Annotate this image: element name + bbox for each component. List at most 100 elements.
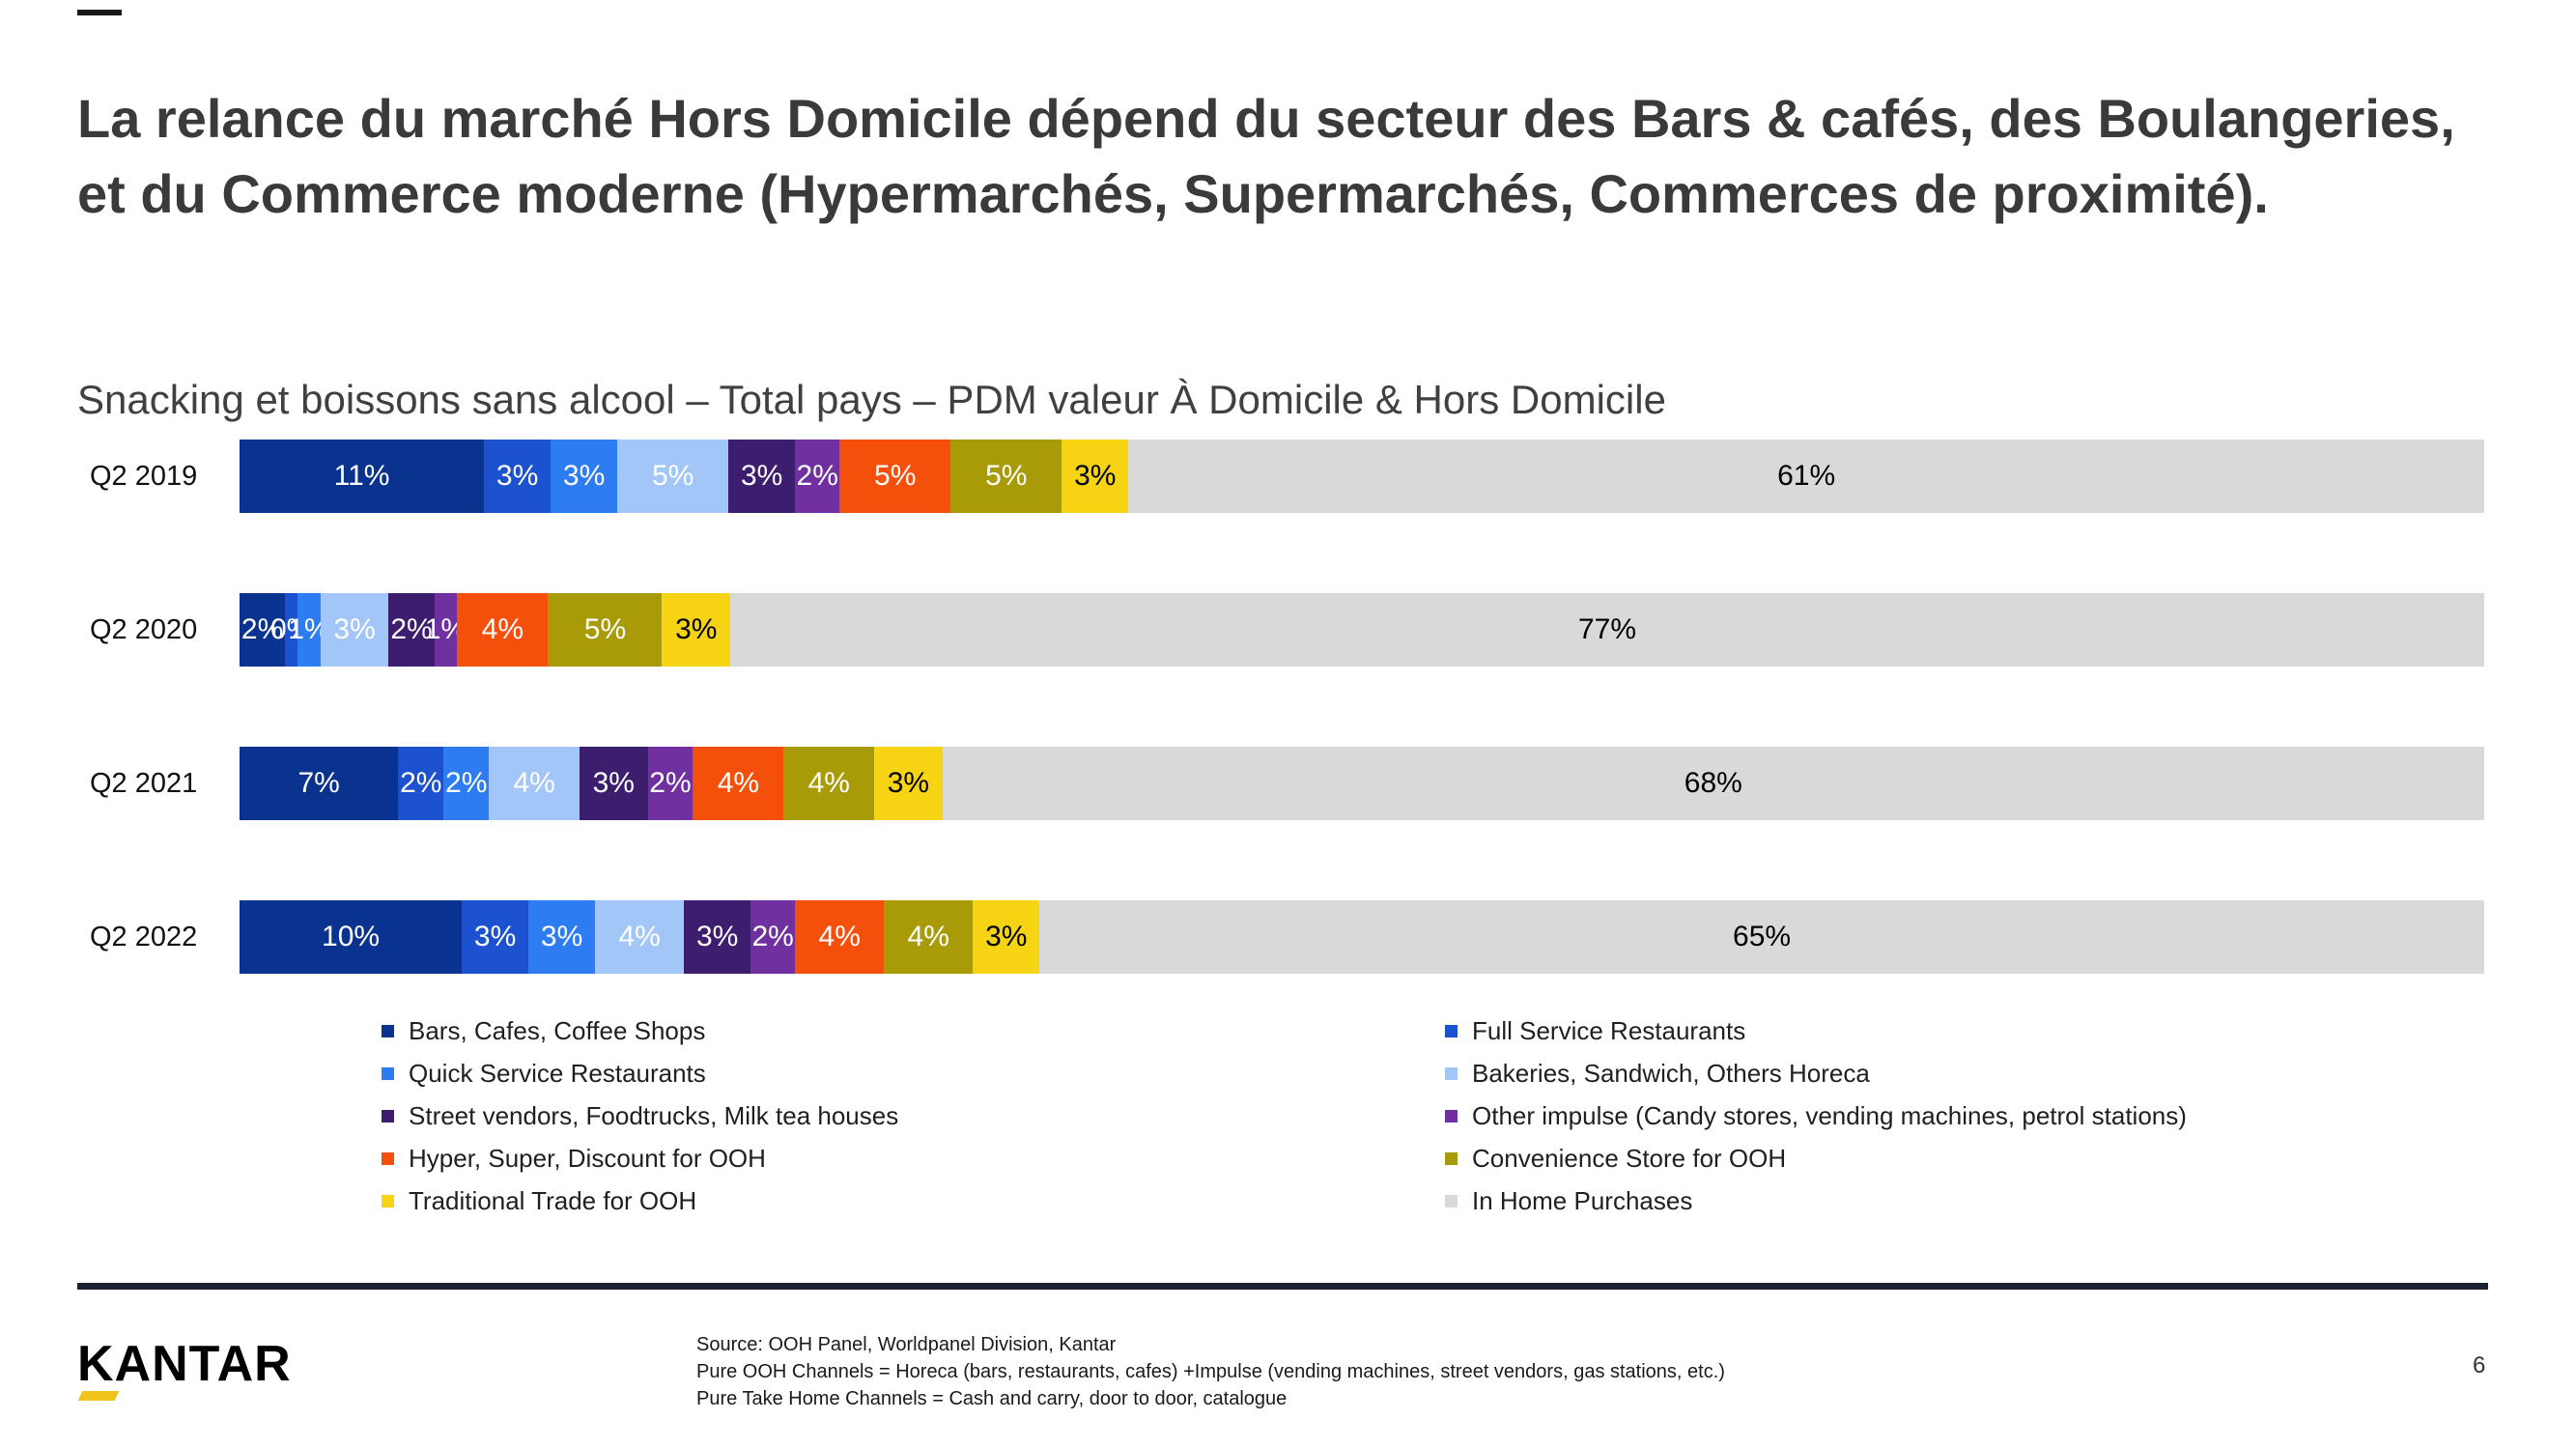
legend-bullet <box>382 1025 394 1037</box>
stacked-bar: 10% 3% 3% 4% 3% 2% 4% 4% 3% 65% <box>240 900 2484 974</box>
legend-item: Convenience Store for OOH <box>1445 1144 2187 1174</box>
legend-label: In Home Purchases <box>1472 1186 1693 1215</box>
bar-segment: 3% <box>1062 440 1129 513</box>
bar-segment-label: 3% <box>562 460 606 492</box>
bar-segment: 2% <box>443 747 490 820</box>
stacked-bar: 11% 3% 3% 5% 3% 2% 5% 5% 3% 61% <box>240 440 2484 513</box>
bar-segment: 5% <box>617 440 729 513</box>
bar-segment: 2% <box>795 440 840 513</box>
chart-row: Q2 2019 11% 3% 3% 5% 3% 2% 5% 5% 3% 61% <box>77 440 2484 513</box>
legend-item: Bakeries, Sandwich, Others Horeca <box>1445 1059 2187 1089</box>
bar-segment-label: 68% <box>1684 767 1742 799</box>
bar-segment: 5% <box>950 440 1062 513</box>
bar-segment: 1% <box>288 593 330 667</box>
bar-segment-label: 11% <box>333 460 390 492</box>
kantar-logo-accent <box>77 1391 120 1401</box>
bar-segment-label: 2% <box>796 460 838 492</box>
legend-item: Quick Service Restaurants <box>382 1059 1445 1089</box>
bar-segment: 65% <box>1039 900 2484 974</box>
bar-segment-label: 10% <box>322 921 381 952</box>
chart-legend: Bars, Cafes, Coffee Shops Full Service Re… <box>382 1016 2187 1216</box>
bar-segment: 3% <box>551 440 618 513</box>
bar-segment-label: 2% <box>751 921 794 952</box>
stacked-bar: 2% 0% 1% 3% 2% 1% 4% 5% 3% 77% <box>240 593 2484 667</box>
bar-segment-label: 5% <box>651 460 694 492</box>
bar-segment: 4% <box>795 900 885 974</box>
legend-label: Full Service Restaurants <box>1472 1016 1746 1045</box>
bar-segment: 3% <box>484 440 552 513</box>
source-line: Source: OOH Panel, Worldpanel Division, … <box>696 1334 1117 1355</box>
bar-segment: 77% <box>730 593 2484 667</box>
source-line: Pure OOH Channels = Horeca (bars, restau… <box>696 1361 1725 1382</box>
bar-segment: 3% <box>662 593 731 667</box>
bar-segment: 3% <box>684 900 751 974</box>
bar-segment: 4% <box>457 593 549 667</box>
bar-segment-label: 77% <box>1577 613 1637 645</box>
page-number: 6 <box>2473 1352 2486 1378</box>
bar-segment-label: 3% <box>473 921 517 952</box>
legend-bullet <box>1445 1195 1458 1208</box>
bar-segment: 0% <box>270 593 312 667</box>
bar-segment: 3% <box>728 440 796 513</box>
source-line: Pure Take Home Channels = Cash and carry… <box>696 1388 1288 1409</box>
bar-segment-label: 3% <box>985 921 1028 952</box>
bar-segment-label: 4% <box>717 767 760 799</box>
bar-segment-label: 2% <box>445 767 488 799</box>
chart-subtitle: Snacking et boissons sans alcool – Total… <box>77 377 1666 422</box>
kantar-logo: KANTAR <box>77 1339 292 1401</box>
bar-segment: 2% <box>398 747 444 820</box>
bar-segment-label: 4% <box>513 767 555 799</box>
legend-item: Bars, Cafes, Coffee Shops <box>382 1016 1445 1046</box>
bar-segment-label: 5% <box>874 460 917 492</box>
bar-segment-label: 3% <box>495 460 539 492</box>
legend-label: Hyper, Super, Discount for OOH <box>409 1144 766 1173</box>
legend-label: Street vendors, Foodtrucks, Milk tea hou… <box>409 1101 899 1130</box>
legend-bullet <box>382 1195 394 1208</box>
bar-segment: 4% <box>595 900 685 974</box>
bar-segment: 3% <box>462 900 529 974</box>
bar-segment-label: 3% <box>675 613 718 645</box>
legend-label: Bakeries, Sandwich, Others Horeca <box>1472 1059 1870 1088</box>
bar-segment-label: 7% <box>297 767 340 799</box>
bar-segment-label: 2% <box>400 767 442 799</box>
legend-label: Convenience Store for OOH <box>1472 1144 1787 1173</box>
legend-bullet <box>1445 1025 1458 1037</box>
source-text: Source: OOH Panel, Worldpanel Division, … <box>696 1331 1725 1412</box>
legend-item: In Home Purchases <box>1445 1186 2187 1216</box>
row-label: Q2 2021 <box>90 767 198 799</box>
legend-bullet <box>382 1110 394 1122</box>
bar-segment-label: 4% <box>618 921 661 952</box>
legend-item: Street vendors, Foodtrucks, Milk tea hou… <box>382 1101 1445 1131</box>
bar-segment: 2% <box>388 593 435 667</box>
legend-bullet <box>1445 1067 1458 1080</box>
legend-label: Traditional Trade for OOH <box>409 1186 697 1215</box>
legend-item: Hyper, Super, Discount for OOH <box>382 1144 1445 1174</box>
bar-segment: 7% <box>240 747 399 820</box>
bar-segment: 3% <box>320 593 389 667</box>
legend-label: Bars, Cafes, Coffee Shops <box>409 1016 706 1045</box>
bar-segment: 11% <box>240 440 485 513</box>
bar-segment: 5% <box>839 440 951 513</box>
chart-row: Q2 2020 2% 0% 1% 3% 2% 1% 4% 5% 3% 77% <box>77 593 2484 667</box>
bar-segment-label: 4% <box>818 921 861 952</box>
bar-segment-label: 5% <box>583 613 627 645</box>
bar-segment-label: 3% <box>592 767 635 799</box>
bar-segment-label: 3% <box>740 460 783 492</box>
bar-segment: 4% <box>884 900 974 974</box>
footer-divider <box>77 1283 2488 1290</box>
legend-label: Other impulse (Candy stores, vending mac… <box>1472 1101 2187 1130</box>
bar-segment: 2% <box>647 747 694 820</box>
bar-segment: 5% <box>548 593 663 667</box>
bar-segment-label: 3% <box>887 767 930 799</box>
bar-segment: 61% <box>1128 440 2484 513</box>
bar-segment: 2% <box>240 593 286 667</box>
bar-segment-label: 4% <box>807 767 850 799</box>
legend-bullet <box>382 1152 394 1165</box>
bar-segment: 68% <box>942 747 2484 820</box>
bar-segment: 1% <box>425 593 467 667</box>
bar-segment: 3% <box>874 747 943 820</box>
bar-segment-label: 4% <box>481 613 524 645</box>
row-label: Q2 2020 <box>90 613 198 645</box>
legend-label: Quick Service Restaurants <box>409 1059 706 1088</box>
bar-segment-label: 3% <box>1074 460 1117 492</box>
